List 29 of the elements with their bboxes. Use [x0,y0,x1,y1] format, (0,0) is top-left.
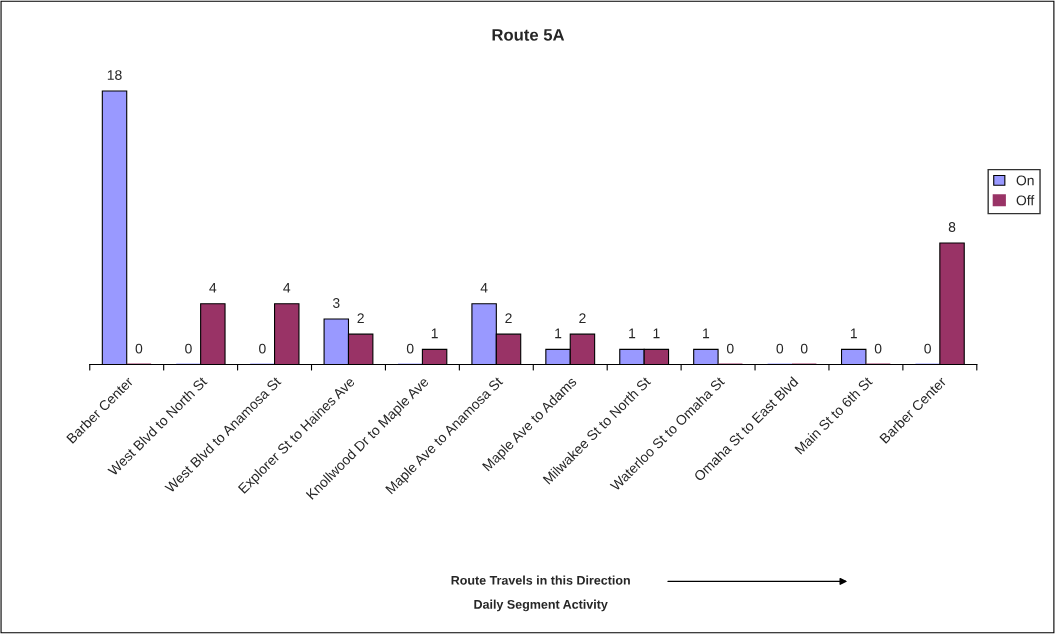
data-label: 2 [505,313,512,323]
data-label: 4 [283,283,291,293]
data-label: 1 [703,328,710,339]
data-label: 1 [431,328,438,339]
data-label: 0 [776,343,784,354]
text: Route Travels in this Direction [451,575,630,585]
data-label: 0 [874,343,882,354]
text: Daily Segment Activity [474,599,608,612]
data-label: 1 [653,328,660,339]
data-label: 18 [107,70,122,80]
data-label: 0 [726,343,734,354]
data-label: 3 [332,298,340,308]
data-label: 0 [259,343,266,354]
data-label: 2 [579,313,586,323]
chart-title: Route 5A [492,29,565,41]
data-label: 0 [924,343,931,354]
data-label: 1 [850,328,857,339]
legend-label: On [1016,175,1034,186]
data-label: 8 [948,222,956,232]
data-label: 4 [209,283,217,293]
data-label: 0 [800,343,808,354]
legend-label: Off [1016,195,1035,206]
data-label: 0 [135,343,143,354]
data-label: 4 [480,283,488,293]
data-label: 0 [406,343,414,354]
data-label: 1 [629,328,636,339]
data-label: 2 [357,313,364,323]
data-label: 0 [185,343,192,354]
data-label: 1 [555,328,562,339]
